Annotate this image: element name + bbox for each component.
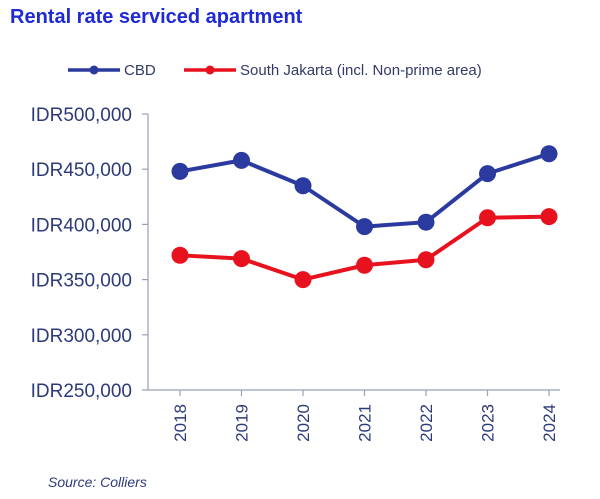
y-tick-label: IDR250,000 (31, 381, 132, 402)
y-tick-label: IDR500,000 (31, 105, 132, 126)
data-point-1 (540, 208, 558, 226)
y-tick-label: IDR300,000 (31, 326, 132, 347)
data-point-0 (294, 177, 312, 195)
data-point-1 (233, 250, 250, 268)
x-tick-label: 2020 (294, 404, 313, 442)
x-tick-label: 2022 (417, 404, 436, 442)
data-point-1 (356, 256, 373, 274)
legend-marker-1 (205, 65, 215, 75)
data-point-0 (171, 162, 189, 180)
data-point-1 (417, 251, 435, 269)
data-point-1 (171, 246, 189, 264)
data-point-0 (356, 218, 373, 236)
x-tick-label: 2023 (479, 404, 498, 442)
x-tick-label: 2021 (356, 404, 375, 442)
legend-marker-0 (89, 65, 99, 75)
source-note: Source: Colliers (48, 474, 147, 490)
data-point-0 (417, 213, 435, 231)
data-point-0 (479, 165, 496, 183)
y-tick-label: IDR400,000 (31, 215, 132, 236)
data-point-1 (294, 271, 312, 289)
data-point-0 (540, 145, 558, 163)
y-tick-label: IDR350,000 (31, 271, 132, 292)
x-tick-label: 2024 (540, 404, 559, 442)
chart-title: Rental rate serviced apartment (10, 6, 303, 28)
legend-label-1: South Jakarta (incl. Non-prime area) (240, 62, 482, 79)
data-point-1 (479, 209, 496, 227)
x-tick-label: 2019 (233, 404, 252, 442)
y-tick-label: IDR450,000 (31, 160, 132, 181)
x-tick-label: 2018 (171, 404, 190, 442)
legend-label-0: CBD (124, 62, 156, 79)
data-point-0 (233, 151, 250, 169)
